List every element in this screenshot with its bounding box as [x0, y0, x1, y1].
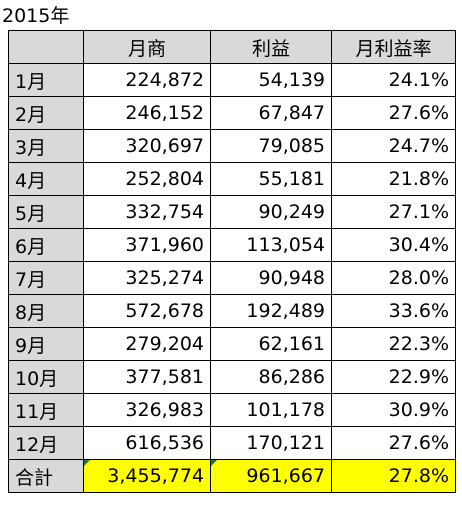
total-profit-cell[interactable]: 961,667 — [210, 459, 332, 493]
header-sales[interactable]: 月商 — [83, 30, 211, 64]
table-row: 4月 252,804 55,181 21.8% — [8, 162, 456, 196]
margin-cell[interactable]: 30.4% — [331, 228, 456, 262]
table-row: 5月 332,754 90,249 27.1% — [8, 195, 456, 229]
month-cell[interactable]: 4月 — [8, 162, 84, 196]
margin-cell[interactable]: 27.6% — [331, 96, 456, 130]
profit-cell[interactable]: 62,161 — [210, 327, 332, 361]
table-row: 6月 371,960 113,054 30.4% — [8, 228, 456, 262]
month-cell[interactable]: 7月 — [8, 261, 84, 295]
total-row: 合計 3,455,774 961,667 27.8% — [8, 459, 456, 493]
month-cell[interactable]: 1月 — [8, 63, 84, 97]
profit-cell[interactable]: 192,489 — [210, 294, 332, 328]
table-row: 10月 377,581 86,286 22.9% — [8, 360, 456, 394]
monthly-profit-table: 月商 利益 月利益率 1月 224,872 54,139 24.1% 2月 246,152… — [8, 30, 456, 493]
profit-cell[interactable]: 101,178 — [210, 393, 332, 427]
sheet-title: 2015年 — [2, 5, 70, 27]
margin-cell[interactable]: 30.9% — [331, 393, 456, 427]
profit-cell[interactable]: 67,847 — [210, 96, 332, 130]
sales-cell[interactable]: 332,754 — [83, 195, 211, 229]
sales-cell[interactable]: 320,697 — [83, 129, 211, 163]
header-row: 月商 利益 月利益率 — [8, 30, 456, 64]
month-cell[interactable]: 9月 — [8, 327, 84, 361]
profit-cell[interactable]: 170,121 — [210, 426, 332, 460]
month-cell[interactable]: 2月 — [8, 96, 84, 130]
profit-cell[interactable]: 90,249 — [210, 195, 332, 229]
sales-cell[interactable]: 224,872 — [83, 63, 211, 97]
header-margin[interactable]: 月利益率 — [331, 30, 456, 64]
table-row: 11月 326,983 101,178 30.9% — [8, 393, 456, 427]
total-sales-cell[interactable]: 3,455,774 — [83, 459, 211, 493]
sales-cell[interactable]: 616,536 — [83, 426, 211, 460]
margin-cell[interactable]: 28.0% — [331, 261, 456, 295]
profit-cell[interactable]: 55,181 — [210, 162, 332, 196]
profit-cell[interactable]: 79,085 — [210, 129, 332, 163]
margin-cell[interactable]: 27.1% — [331, 195, 456, 229]
table-row: 8月 572,678 192,489 33.6% — [8, 294, 456, 328]
table-row: 7月 325,274 90,948 28.0% — [8, 261, 456, 295]
month-cell[interactable]: 11月 — [8, 393, 84, 427]
month-cell[interactable]: 8月 — [8, 294, 84, 328]
month-cell[interactable]: 5月 — [8, 195, 84, 229]
profit-cell[interactable]: 90,948 — [210, 261, 332, 295]
profit-cell[interactable]: 86,286 — [210, 360, 332, 394]
table-row: 3月 320,697 79,085 24.7% — [8, 129, 456, 163]
table-row: 2月 246,152 67,847 27.6% — [8, 96, 456, 130]
sales-cell[interactable]: 246,152 — [83, 96, 211, 130]
margin-cell[interactable]: 22.9% — [331, 360, 456, 394]
total-label-cell[interactable]: 合計 — [8, 459, 84, 493]
sales-cell[interactable]: 252,804 — [83, 162, 211, 196]
month-cell[interactable]: 3月 — [8, 129, 84, 163]
sales-cell[interactable]: 326,983 — [83, 393, 211, 427]
margin-cell[interactable]: 24.7% — [331, 129, 456, 163]
margin-cell[interactable]: 27.6% — [331, 426, 456, 460]
profit-cell[interactable]: 54,139 — [210, 63, 332, 97]
table-row: 12月 616,536 170,121 27.6% — [8, 426, 456, 460]
table-row: 9月 279,204 62,161 22.3% — [8, 327, 456, 361]
margin-cell[interactable]: 33.6% — [331, 294, 456, 328]
sales-cell[interactable]: 325,274 — [83, 261, 211, 295]
total-margin-cell[interactable]: 27.8% — [331, 459, 456, 493]
sales-cell[interactable]: 371,960 — [83, 228, 211, 262]
table-body: 1月 224,872 54,139 24.1% 2月 246,152 67,847 27.6%… — [8, 63, 456, 460]
profit-cell[interactable]: 113,054 — [210, 228, 332, 262]
margin-cell[interactable]: 24.1% — [331, 63, 456, 97]
sales-cell[interactable]: 279,204 — [83, 327, 211, 361]
header-corner-cell[interactable] — [8, 30, 84, 64]
sales-cell[interactable]: 377,581 — [83, 360, 211, 394]
margin-cell[interactable]: 22.3% — [331, 327, 456, 361]
month-cell[interactable]: 10月 — [8, 360, 84, 394]
header-profit[interactable]: 利益 — [210, 30, 332, 64]
sales-cell[interactable]: 572,678 — [83, 294, 211, 328]
month-cell[interactable]: 12月 — [8, 426, 84, 460]
month-cell[interactable]: 6月 — [8, 228, 84, 262]
table-row: 1月 224,872 54,139 24.1% — [8, 63, 456, 97]
margin-cell[interactable]: 21.8% — [331, 162, 456, 196]
